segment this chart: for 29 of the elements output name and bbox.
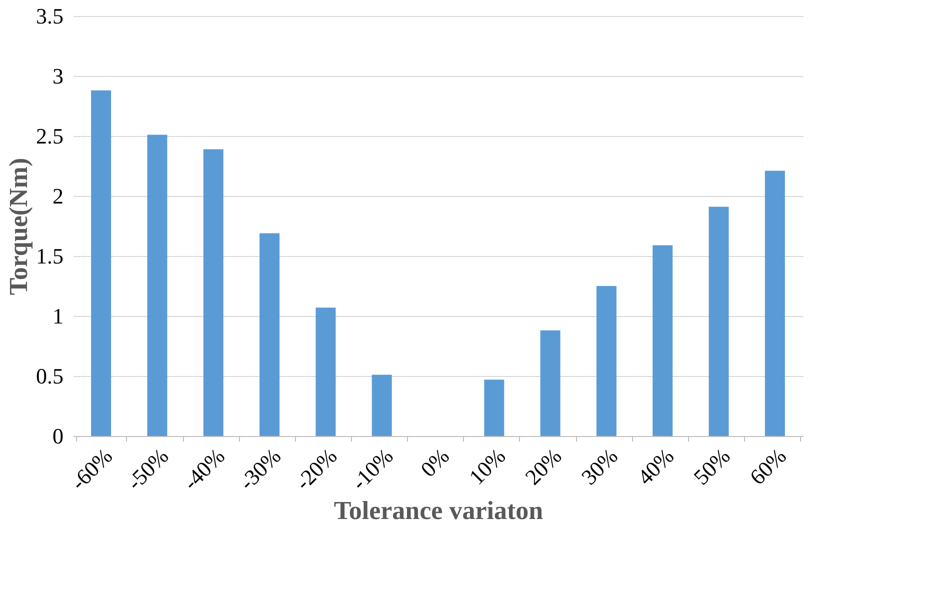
y-tick-label: 1 bbox=[52, 304, 64, 328]
y-tick-label: 3.5 bbox=[36, 4, 64, 28]
bar bbox=[652, 245, 673, 436]
bar bbox=[708, 206, 729, 436]
y-tick-label: 2.5 bbox=[36, 124, 64, 148]
x-tick-label: 30% bbox=[576, 443, 623, 490]
bar bbox=[147, 134, 168, 436]
bar bbox=[596, 286, 616, 436]
x-axis-title: Tolerance variaton bbox=[334, 496, 544, 526]
y-tick-label: 0.5 bbox=[36, 364, 64, 388]
x-tick-label: 0% bbox=[416, 443, 454, 482]
y-tick-label: 2 bbox=[52, 184, 64, 208]
bar bbox=[203, 149, 224, 436]
y-axis-title: Torque(Nm) bbox=[4, 158, 33, 296]
x-tick-label: 50% bbox=[688, 443, 735, 490]
x-tick-label: 20% bbox=[520, 443, 566, 490]
bar bbox=[372, 374, 392, 436]
y-tick-label: 1.5 bbox=[36, 244, 64, 268]
bar bbox=[316, 308, 336, 436]
bar bbox=[91, 90, 112, 436]
bar bbox=[540, 330, 560, 436]
bar bbox=[260, 233, 280, 436]
x-tick-label: 60% bbox=[744, 443, 791, 490]
y-tick-label: 3 bbox=[52, 64, 64, 88]
x-tick-label: 40% bbox=[632, 443, 679, 490]
bar bbox=[764, 170, 785, 436]
x-tick-label: 10% bbox=[464, 443, 510, 490]
bar bbox=[484, 380, 504, 436]
y-tick-label: 0 bbox=[52, 424, 64, 448]
